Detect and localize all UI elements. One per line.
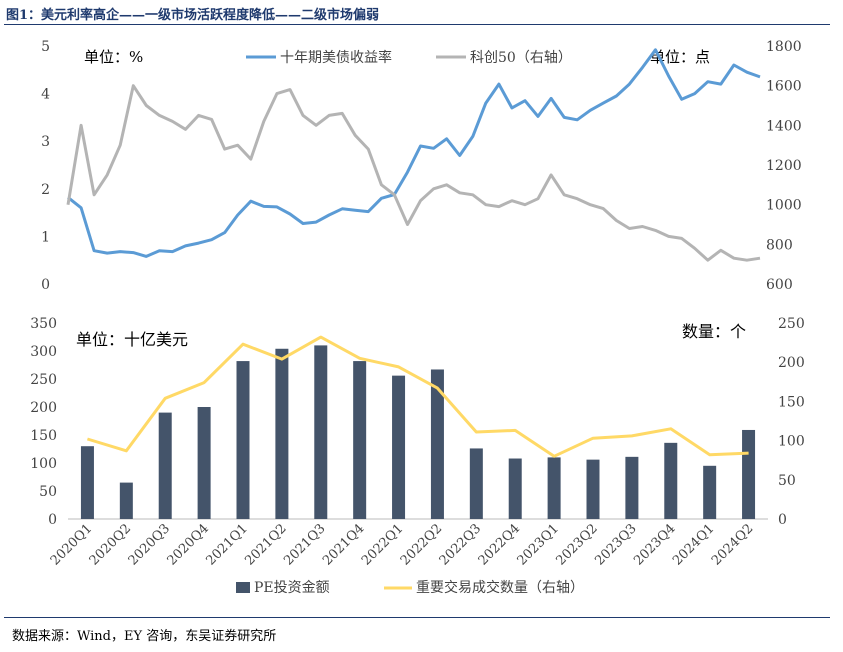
bottom-right-tick-label-5: 250 (778, 316, 805, 332)
x-tick-label-2022Q2: 2022Q2 (398, 521, 445, 568)
pe-amount-bar-2020Q3 (158, 412, 172, 519)
x-tick-label-2023Q4: 2023Q4 (631, 521, 678, 568)
top-right-tick-label-2: 1000 (766, 198, 802, 214)
bottom-left-tick-label-0: 0 (48, 512, 57, 528)
x-tick-label-2022Q4: 2022Q4 (476, 521, 523, 568)
top-right-tick-label-6: 1800 (766, 39, 802, 55)
x-tick-label-2020Q2: 2020Q2 (87, 521, 134, 568)
bottom-right-tick-label-0: 0 (778, 512, 787, 528)
pe-amount-bar-2021Q2 (275, 348, 289, 519)
top-series-line-star50 (66, 84, 761, 262)
x-tick-label-2024Q1: 2024Q1 (670, 521, 717, 568)
pe-amount-bar-2020Q2 (119, 482, 133, 519)
bottom-right-tick-label-3: 150 (778, 394, 805, 410)
x-tick-label-2023Q3: 2023Q3 (592, 521, 639, 568)
top-panel-line-chart: 0 1 2 3 4 5 600 800 1000 1200 1400 1600 1800 单位：% 单位：点… (41, 39, 802, 293)
top-legend-label-us10y-yield: 十年期美债收益率 (280, 49, 392, 66)
x-tick-label-2023Q2: 2023Q2 (553, 521, 600, 568)
bottom-legend-label-deal-count: 重要交易成交数量（右轴） (416, 579, 584, 596)
top-left-tick-label-5: 5 (41, 39, 50, 55)
bottom-legend-label-pe-amount: PE投资金额 (254, 580, 330, 596)
x-tick-label-2020Q1: 2020Q1 (48, 521, 95, 568)
pe-amount-bar-2023Q2 (586, 459, 600, 519)
top-left-tick-label-4: 4 (41, 87, 50, 103)
top-legend-label-star50: 科创50（右轴） (470, 50, 572, 66)
pe-amount-bar-2022Q1 (392, 375, 406, 519)
pe-amount-bar-2022Q2 (430, 369, 444, 519)
top-left-tick-label-3: 3 (41, 134, 50, 150)
title-rule (4, 24, 830, 25)
top-right-tick-label-0: 600 (766, 277, 793, 293)
pe-amount-bar-2020Q1 (80, 446, 94, 519)
deal-count-line (86, 335, 749, 458)
bottom-left-tick-label-2: 100 (30, 456, 57, 472)
pe-amount-bar-2021Q3 (314, 345, 328, 519)
bottom-left-tick-label-1: 50 (39, 484, 57, 500)
source-rule (4, 617, 830, 618)
x-tick-label-2021Q2: 2021Q2 (242, 521, 289, 568)
bottom-left-tick-label-5: 250 (30, 372, 57, 388)
pe-amount-bar-2023Q1 (547, 457, 561, 519)
pe-amount-bar-2022Q4 (508, 458, 522, 519)
top-left-tick-label-0: 0 (41, 277, 50, 293)
pe-amount-bar-2021Q4 (353, 361, 367, 519)
top-right-unit-label: 单位：点 (650, 48, 710, 66)
top-left-tick-label-1: 1 (41, 229, 50, 245)
pe-amount-bar-2024Q1 (703, 465, 717, 519)
top-right-tick-label-5: 1600 (766, 79, 802, 95)
bottom-right-tick-label-2: 100 (778, 434, 805, 450)
top-right-tick-label-1: 800 (766, 237, 793, 253)
bottom-left-unit-label: 单位：十亿美元 (76, 330, 188, 349)
pe-amount-bar-2022Q3 (469, 448, 483, 519)
pe-amount-bar-2020Q4 (197, 407, 211, 519)
x-tick-label-2024Q2: 2024Q2 (709, 521, 756, 568)
bottom-left-tick-label-7: 350 (30, 316, 57, 332)
bottom-right-unit-label: 数量：个 (682, 322, 746, 341)
top-series-line-us10y-yield (67, 48, 761, 258)
top-left-tick-label-2: 2 (41, 182, 50, 198)
x-tick-label-2021Q4: 2021Q4 (320, 521, 367, 568)
bottom-left-tick-label-6: 300 (30, 344, 57, 360)
x-tick-label-2022Q1: 2022Q1 (359, 521, 406, 568)
pe-amount-bar-2023Q4 (664, 442, 678, 519)
x-tick-label-2023Q1: 2023Q1 (515, 521, 562, 568)
top-right-tick-label-4: 1400 (766, 118, 802, 134)
top-left-unit-label: 单位：% (84, 48, 143, 66)
x-tick-label-2020Q3: 2020Q3 (126, 521, 173, 568)
x-tick-label-2020Q4: 2020Q4 (165, 521, 212, 568)
pe-amount-bar-2021Q1 (236, 361, 250, 519)
bottom-left-tick-label-4: 200 (30, 400, 57, 416)
x-tick-label-2022Q3: 2022Q3 (437, 521, 484, 568)
bottom-right-tick-label-4: 200 (778, 355, 805, 371)
bottom-legend-swatch-pe-amount (236, 582, 250, 593)
x-tick-label-2021Q3: 2021Q3 (281, 521, 328, 568)
bottom-left-tick-label-3: 150 (30, 428, 57, 444)
top-right-tick-label-3: 1200 (766, 158, 802, 174)
data-source-note: 数据来源：Wind，EY 咨询，东吴证券研究所 (12, 629, 277, 644)
bottom-panel-bar-chart: 0 50 100 150 200 250 300 350 0 50 100 150 200 250 单位：十… (30, 316, 804, 596)
figure-title: 图1：美元利率高企——一级市场活跃程度降低——二级市场偏弱 (6, 8, 380, 23)
pe-amount-bar-2023Q3 (625, 456, 639, 519)
bottom-right-tick-label-1: 50 (778, 473, 796, 489)
x-tick-label-2021Q1: 2021Q1 (203, 521, 250, 568)
pe-amount-bar-2024Q2 (742, 429, 756, 519)
